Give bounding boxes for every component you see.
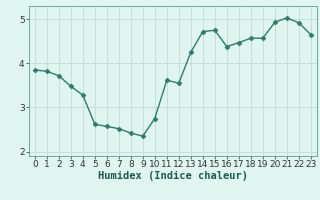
- X-axis label: Humidex (Indice chaleur): Humidex (Indice chaleur): [98, 171, 248, 181]
